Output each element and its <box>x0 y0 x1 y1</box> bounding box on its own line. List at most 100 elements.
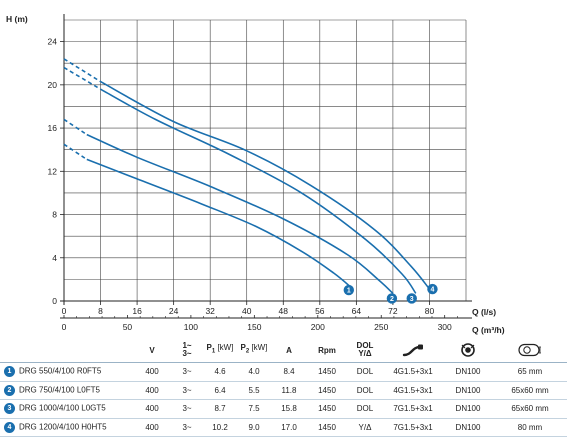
header-p2-letter: P <box>240 343 246 353</box>
x2-axis-title: Q (m³/h) <box>472 325 505 335</box>
cell-a: 15.8 <box>271 399 307 419</box>
curves <box>63 58 431 294</box>
cell-v: 400 <box>133 362 171 382</box>
y-tick-label: 12 <box>48 166 58 176</box>
header-p1-unit: [kW] <box>215 343 234 353</box>
curve-marker-3 <box>406 293 417 304</box>
curve-2-solid <box>86 133 394 294</box>
header-p1: P1 [kW] <box>203 338 237 363</box>
cell-outlet: DN100 <box>443 362 493 382</box>
header-passage <box>493 338 567 363</box>
cell-p1: 6.4 <box>203 381 237 400</box>
curve-1-solid <box>86 158 353 289</box>
cell-start: DOL <box>347 381 383 400</box>
cell-start: Y/Δ <box>347 418 383 437</box>
cell-p1: 4.6 <box>203 362 237 382</box>
header-rpm: Rpm <box>307 338 347 363</box>
table-row: 1 DRG 550/4/100 R0FT5 400 3~ 4.6 4.0 8.4 1450 DO… <box>0 362 567 382</box>
header-phase-top: 1~ <box>182 341 192 350</box>
cell-a: 8.4 <box>271 362 307 382</box>
header-p1-sub: 1 <box>211 348 216 355</box>
curve-markers: 1 2 3 4 <box>343 283 438 304</box>
cell-outlet: DN100 <box>443 381 493 400</box>
curve-4-dashed <box>63 58 101 83</box>
curve-1-dashed <box>63 143 88 161</box>
cell-start: DOL <box>347 362 383 382</box>
cell-outlet: DN100 <box>443 399 493 419</box>
cell-passage: 65 mm <box>493 362 567 382</box>
cell-cable: 7G1.5+3x1 <box>383 418 443 437</box>
cell-rpm: 1450 <box>307 399 347 419</box>
y-tick-label: 20 <box>48 80 58 90</box>
curve-number-badge: 1 <box>4 366 15 378</box>
header-p2-unit: [kW] <box>249 343 268 353</box>
curve-marker-2 <box>386 293 398 304</box>
header-current: A <box>271 338 307 363</box>
header-star-delta: Y/Δ <box>358 349 372 358</box>
cell-phase: 3~ <box>171 399 203 419</box>
curve-number-badge: 2 <box>4 384 15 396</box>
curve-marker-label: 2 <box>390 296 394 303</box>
header-p1-letter: P <box>206 343 212 353</box>
cell-phase: 3~ <box>171 381 203 400</box>
x-tick-label: 40 <box>242 306 252 316</box>
x2-tick-label: 0 <box>62 322 67 332</box>
cell-p1: 8.7 <box>203 399 237 419</box>
x-tick-label: 16 <box>132 306 142 316</box>
cell-phase: 3~ <box>171 362 203 382</box>
header-dol: DOL <box>356 341 374 350</box>
cell-p2: 9.0 <box>237 418 271 437</box>
cell-p2: 4.0 <box>237 362 271 382</box>
x-tick-label: 72 <box>388 306 398 316</box>
header-start: DOL Y/Δ <box>347 338 383 363</box>
x-tick-label: 8 <box>98 306 103 316</box>
table-row: 2 DRG 750/4/100 L0FT5 400 3~ 6.4 5.5 11.8 1450 D… <box>0 381 567 400</box>
cell-v: 400 <box>133 381 171 400</box>
curve-marker-4 <box>427 283 438 295</box>
x-tick-label: 80 <box>425 306 435 316</box>
cell-cable: 4G1.5+3x1 <box>383 381 443 400</box>
cell-passage: 80 mm <box>493 418 567 437</box>
curve-marker-1 <box>343 284 354 296</box>
model-name: DRG 1200/4/100 H0HT5 <box>19 422 107 432</box>
y-tick-label: 16 <box>48 123 58 133</box>
specification-table: V 1~ 3~ P1 [kW] P2 [kW] A Rpm DOL Y/Δ <box>0 338 567 437</box>
cell-passage: 65x60 mm <box>493 381 567 400</box>
table-row: 4 DRG 1200/4/100 H0HT5 400 3~ 10.2 9.0 17.0 145… <box>0 418 567 437</box>
curve-number-badge: 3 <box>4 403 15 415</box>
curve-3-solid <box>100 88 417 294</box>
cell-outlet: DN100 <box>443 418 493 437</box>
curve-marker-label: 3 <box>410 296 414 303</box>
table-header-row: V 1~ 3~ P1 [kW] P2 [kW] A Rpm DOL Y/Δ <box>0 338 567 363</box>
cell-p2: 7.5 <box>237 399 271 419</box>
grid <box>64 19 467 301</box>
curve-2-dashed <box>63 118 88 136</box>
cell-rpm: 1450 <box>307 381 347 400</box>
cell-a: 17.0 <box>271 418 307 437</box>
header-outlet <box>443 338 493 363</box>
y-tick-label: 24 <box>48 37 58 47</box>
curve-number-badge: 4 <box>4 421 15 433</box>
cell-p2: 5.5 <box>237 381 271 400</box>
curve-3-dashed <box>63 66 101 90</box>
header-phase: 1~ 3~ <box>171 338 203 363</box>
x-tick-label: 0 <box>62 306 67 316</box>
cell-rpm: 1450 <box>307 362 347 382</box>
cell-rpm: 1450 <box>307 418 347 437</box>
x-tick-label: 48 <box>279 306 289 316</box>
x-axis-title: Q (l/s) <box>472 307 496 317</box>
cell-passage: 65x60 mm <box>493 399 567 419</box>
model-cell: 4 DRG 1200/4/100 H0HT5 <box>0 418 133 437</box>
header-voltage: V <box>133 338 171 363</box>
y-tick-label: 8 <box>52 210 57 220</box>
cell-a: 11.8 <box>271 381 307 400</box>
header-phase-bottom: 3~ <box>182 349 192 358</box>
header-cable <box>383 338 443 363</box>
x-tick-label: 64 <box>352 306 362 316</box>
cell-phase: 3~ <box>171 418 203 437</box>
header-p2-sub: 2 <box>245 348 250 355</box>
x2-tick-label: 50 <box>123 322 133 332</box>
curve-marker-label: 4 <box>431 287 435 294</box>
